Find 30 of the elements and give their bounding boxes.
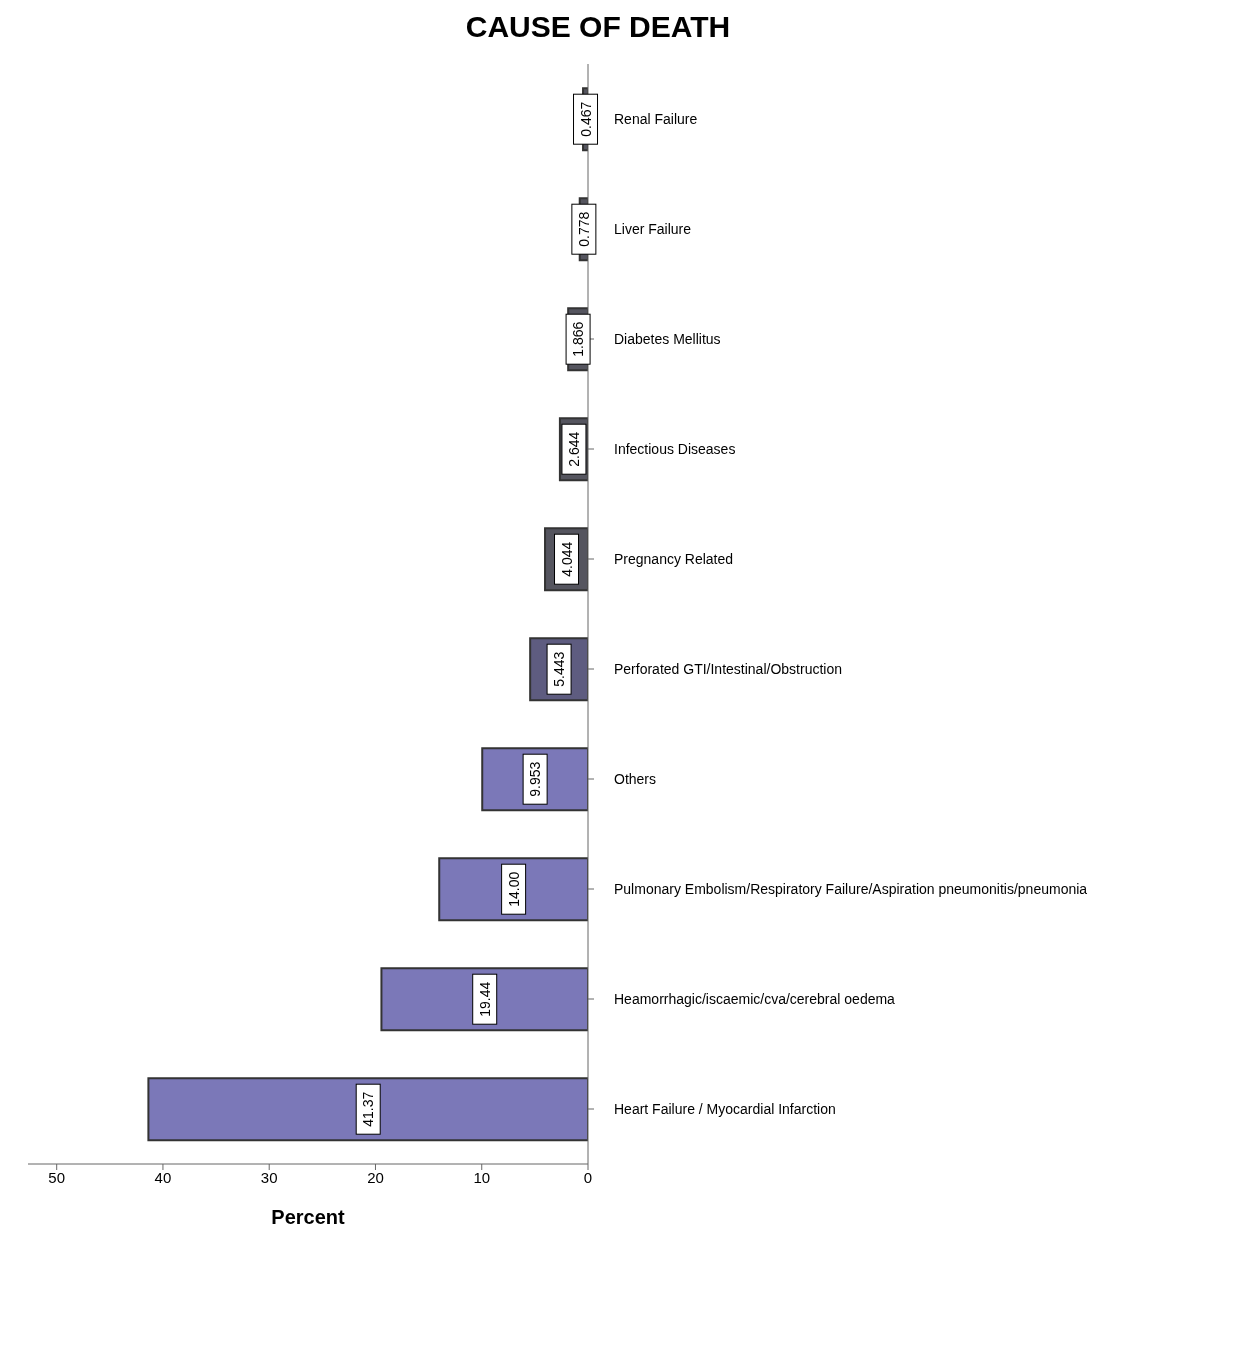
y-tick-label: Diabetes Mellitus (614, 331, 721, 347)
data-label: 4.044 (558, 541, 575, 577)
y-tick-label: Heamorrhagic/iscaemic/cva/cerebral oedema (614, 991, 896, 1007)
data-label: 0.467 (577, 101, 594, 137)
x-axis-title: Percent (271, 1206, 346, 1228)
y-tick-label: Infectious Diseases (614, 441, 736, 457)
x-tick-label: 50 (48, 1168, 66, 1186)
chart-title: CAUSE OF DEATH (464, 10, 732, 44)
data-label: 9.953 (527, 761, 544, 797)
x-tick-label: 30 (260, 1168, 278, 1186)
bar (380, 967, 588, 1032)
bar (147, 1077, 588, 1142)
y-tick-label: Liver Failure (614, 221, 692, 237)
y-tick-label: Pregnancy Related (614, 551, 734, 567)
data-label: 19.44 (476, 981, 493, 1017)
data-label: 14.00 (505, 871, 522, 907)
y-tick-label: Others (614, 771, 657, 787)
y-tick-label: Renal Failure (614, 111, 698, 127)
x-tick-label: 0 (583, 1168, 593, 1186)
y-tick-label: Heart Failure / Myocardial Infarction (614, 1101, 836, 1117)
x-tick-label: 10 (473, 1168, 491, 1186)
x-tick-label: 20 (367, 1168, 384, 1186)
y-tick-label: Perforated GTI/Intestinal/Obstruction (614, 661, 842, 677)
x-tick-label: 40 (154, 1168, 172, 1186)
data-label: 0.778 (575, 211, 592, 247)
data-label: 41.37 (360, 1091, 377, 1127)
data-label: 2.644 (565, 431, 582, 467)
data-label: 5.443 (551, 651, 568, 687)
y-tick-label: Pulmonary Embolism/Respiratory Failure/Aspiration pneumonitis/pneumonia (614, 881, 1088, 897)
data-label: 1.866 (570, 321, 587, 357)
